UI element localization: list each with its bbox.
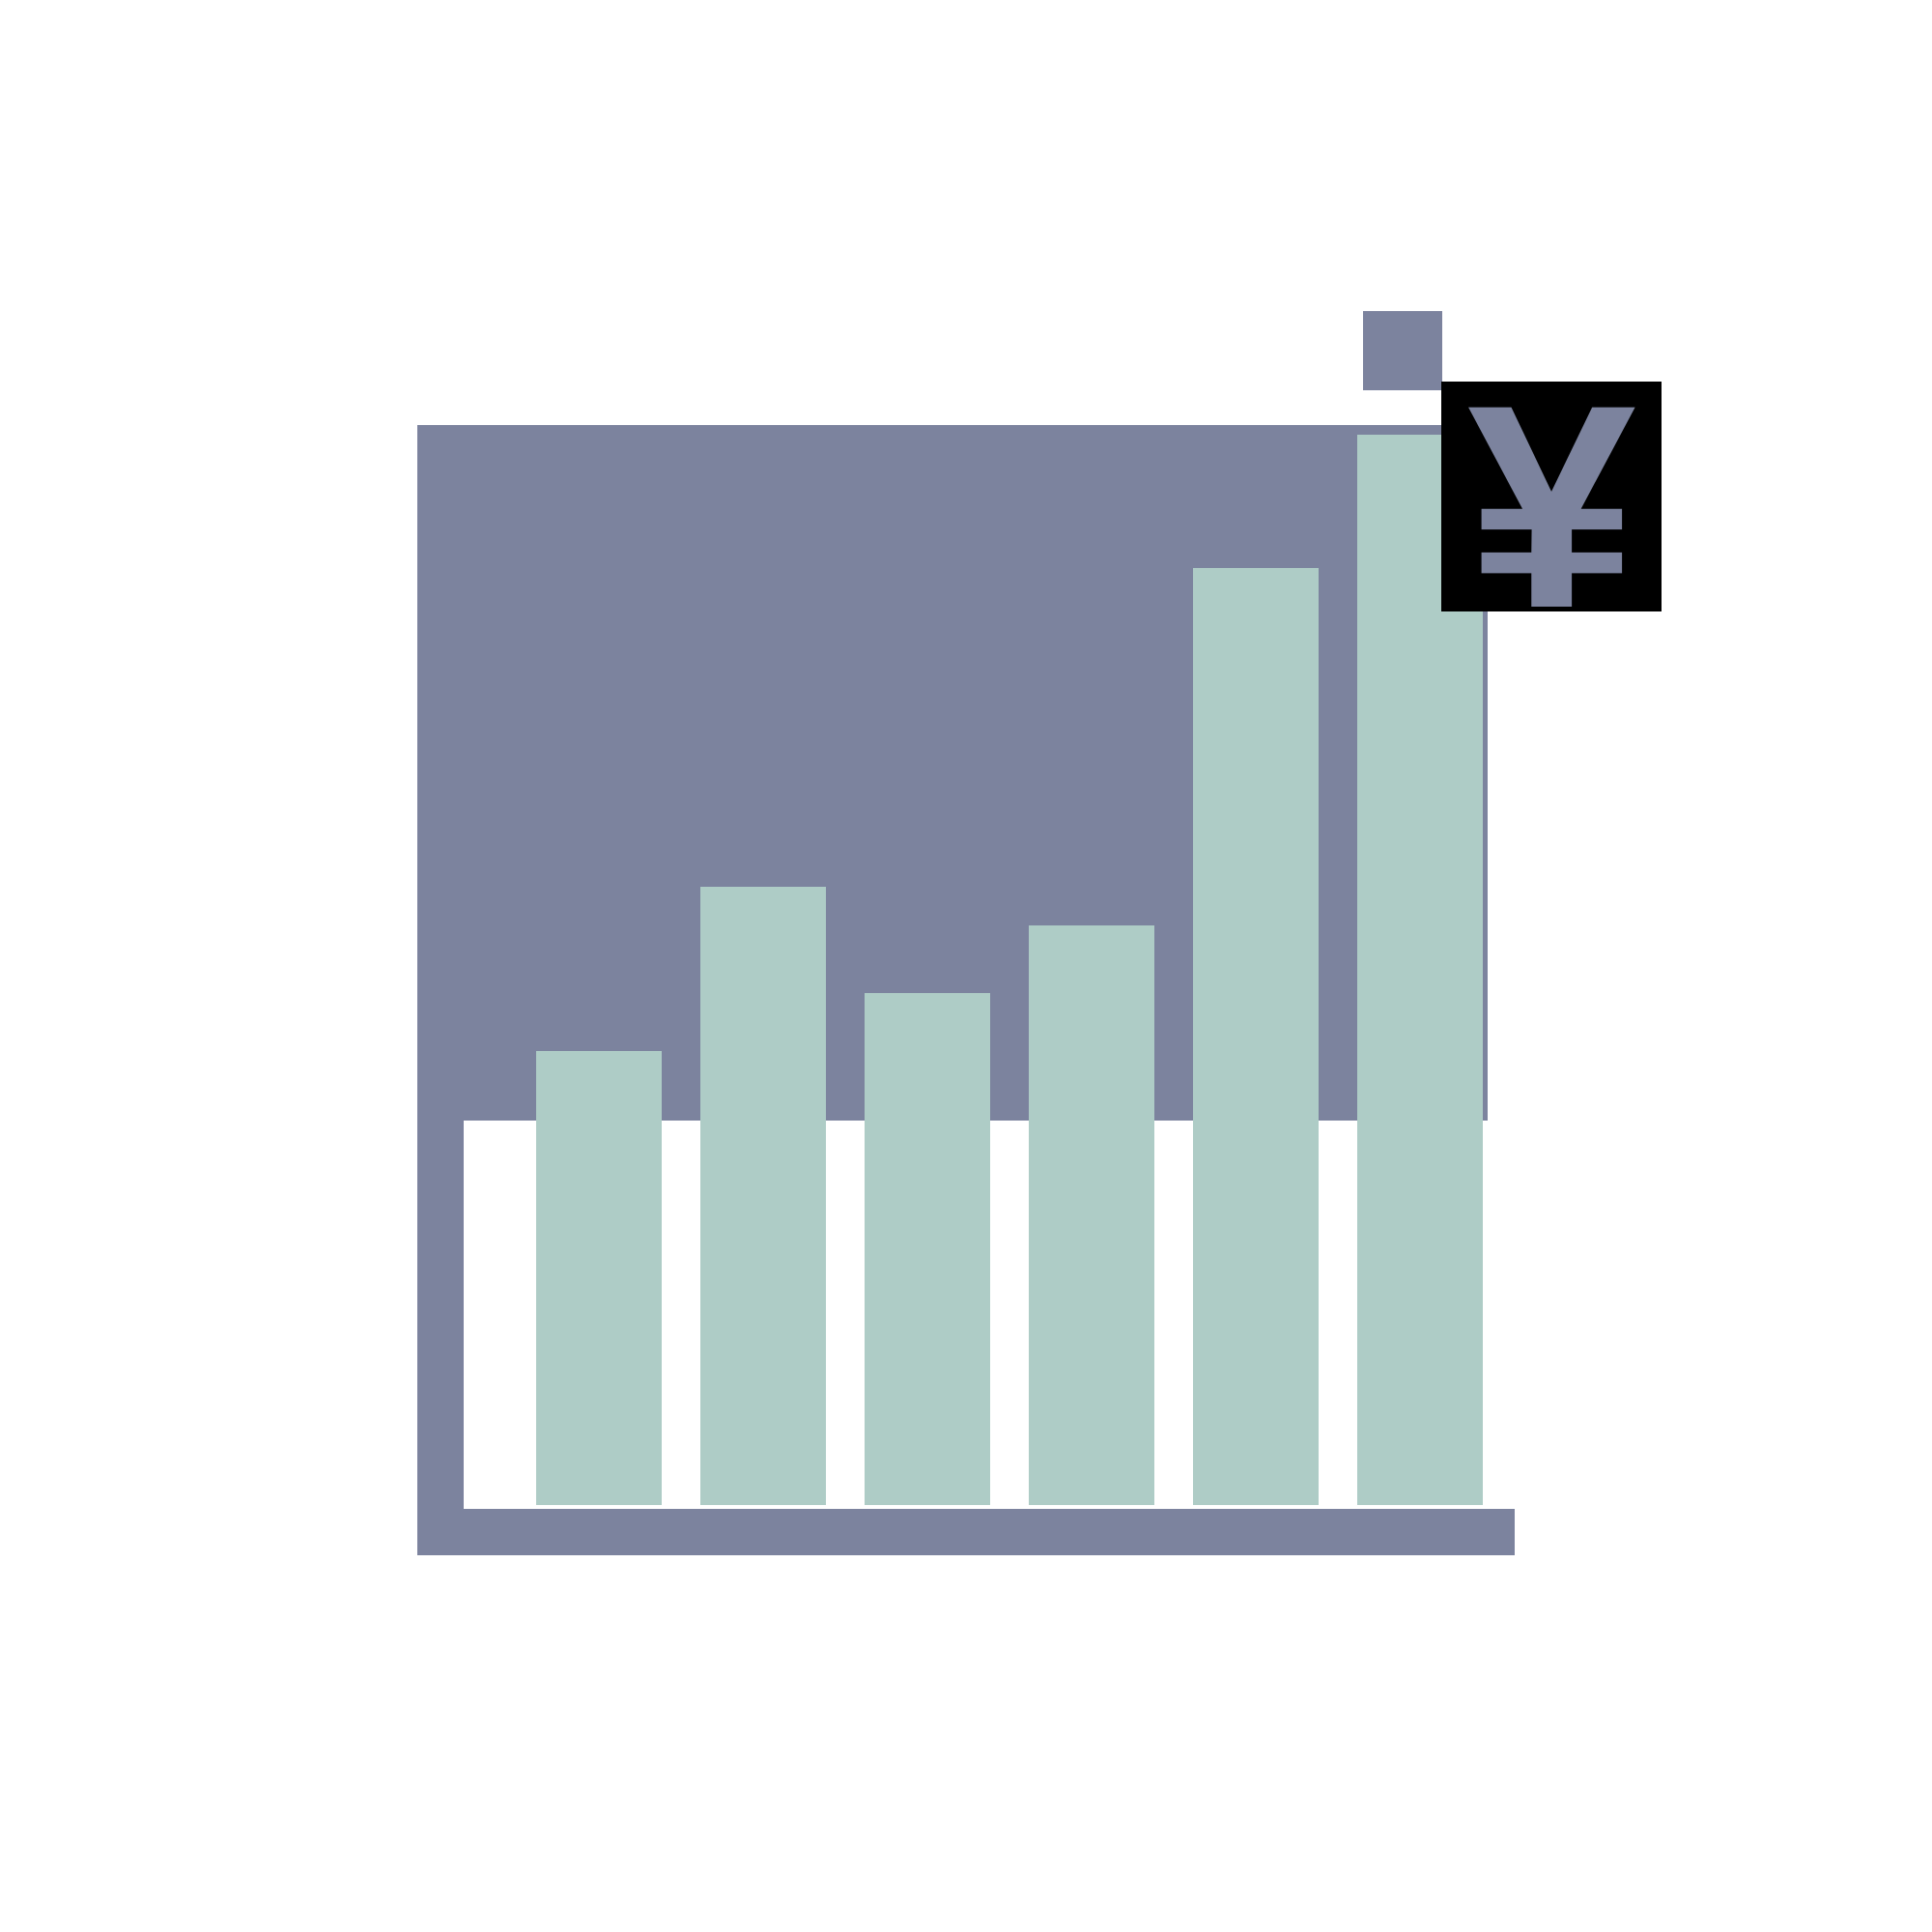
bar-1 bbox=[536, 1051, 662, 1505]
bar-5 bbox=[1193, 568, 1319, 1505]
bar-2 bbox=[700, 887, 826, 1505]
bar-4 bbox=[1029, 925, 1154, 1505]
trend-arrow-icon bbox=[1363, 311, 1442, 390]
chart-infographic: ¥ bbox=[0, 0, 1932, 1932]
y-axis bbox=[417, 425, 464, 1555]
bar-3 bbox=[865, 993, 990, 1505]
x-axis bbox=[417, 1509, 1515, 1555]
yen-currency-badge: ¥ bbox=[1441, 382, 1662, 611]
yen-icon: ¥ bbox=[1466, 390, 1635, 622]
